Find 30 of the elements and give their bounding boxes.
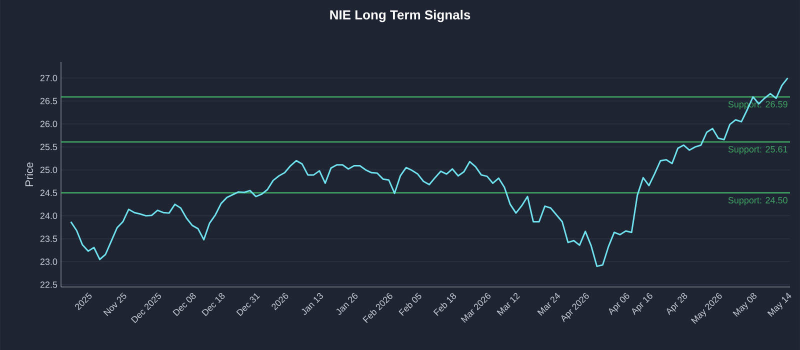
x-tick-label: May 14: [767, 292, 792, 317]
ref-line-label: Support: 25.61: [728, 146, 788, 154]
y-tick-label: 23.0: [40, 258, 58, 265]
x-tick-label: Dec 08: [172, 293, 196, 316]
x-tick-label: Apr 28: [666, 293, 688, 316]
y-tick-label: 27.0: [40, 74, 58, 82]
x-tick-label: Jan 26: [336, 293, 358, 315]
y-tick-label: 26.0: [40, 120, 58, 128]
chart-title: NIE Long Term Signals: [330, 10, 470, 22]
ref-line-label: Support: 24.50: [728, 197, 788, 206]
y-axis-title: Price: [25, 162, 34, 186]
y-tick-label: 23.5: [40, 236, 58, 242]
x-tick-label: Feb 05: [398, 292, 422, 316]
y-tick-label: 25.0: [40, 166, 58, 174]
y-tick-label: 22.5: [40, 282, 58, 288]
y-tick-label: 24.5: [40, 190, 58, 196]
x-tick-label: May 08: [732, 293, 756, 317]
line-series: [70, 77, 788, 268]
x-tick-label: Mar 24: [537, 292, 560, 316]
x-tick-label: Mar 12: [496, 293, 520, 316]
x-tick-label: Feb 18: [433, 293, 456, 316]
x-tick-label: Apr 16: [632, 293, 652, 316]
x-tick-label: Apr 06: [608, 293, 630, 316]
x-tick-label: Jan 13: [302, 293, 323, 315]
y-tick-label: 25.5: [40, 144, 58, 150]
y-tick-label: 24.0: [40, 212, 58, 220]
x-tick-label: Dec 18: [202, 293, 225, 316]
y-tick-label: 26.5: [40, 98, 58, 104]
x-tick-label: Dec 31: [236, 293, 260, 316]
x-tick-label: Nov 25: [103, 292, 126, 316]
